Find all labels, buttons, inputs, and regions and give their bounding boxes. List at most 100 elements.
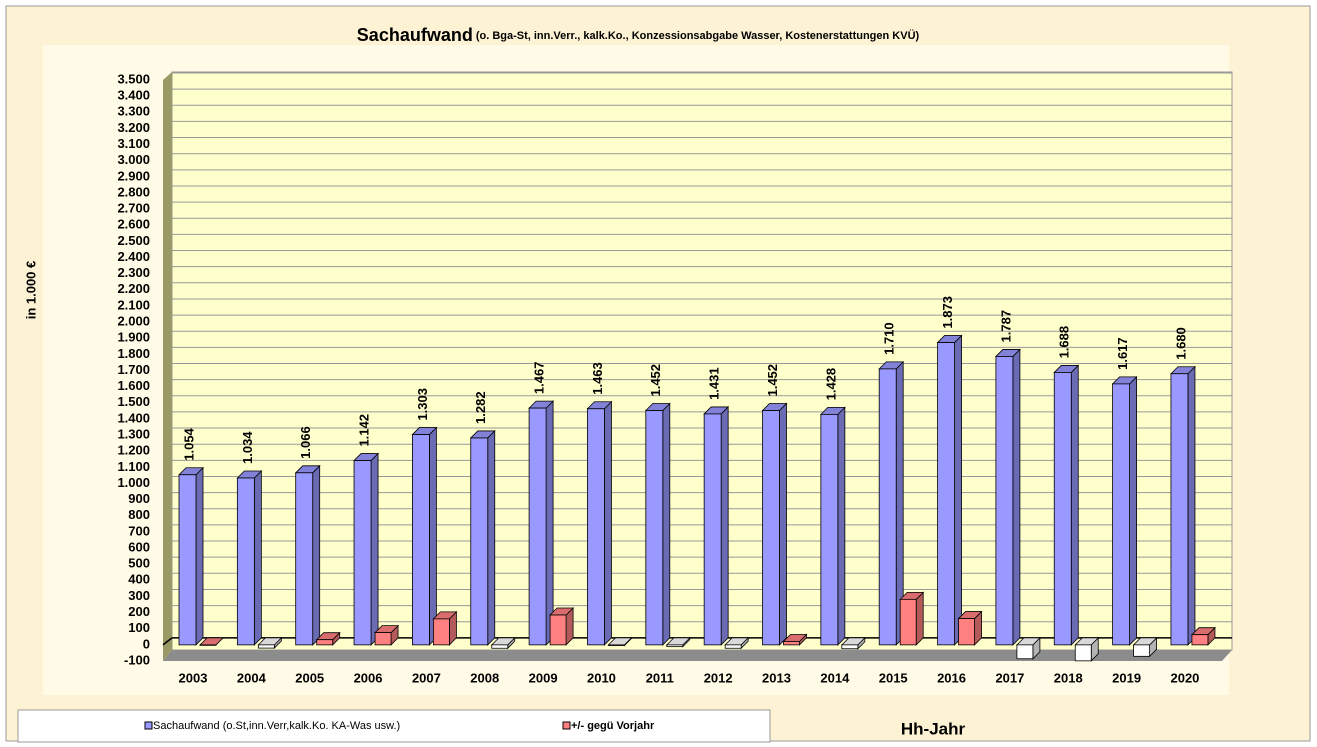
y-tick-label: 500 bbox=[128, 556, 150, 571]
bar-side bbox=[837, 406, 846, 646]
bar bbox=[1112, 383, 1130, 646]
y-tick-label: 2.800 bbox=[117, 184, 150, 199]
y-tick-label: 2.900 bbox=[117, 168, 150, 183]
bar bbox=[1133, 644, 1150, 657]
bar-side bbox=[1187, 365, 1196, 646]
value-label: 1.688 bbox=[1057, 326, 1072, 359]
bar bbox=[295, 472, 314, 646]
bar bbox=[937, 342, 955, 646]
legend bbox=[17, 709, 771, 743]
value-label: 1.680 bbox=[1173, 327, 1188, 360]
value-label: 1.873 bbox=[940, 296, 955, 329]
y-tick-label: 3.500 bbox=[117, 71, 150, 86]
bar-side bbox=[487, 429, 496, 646]
bar bbox=[841, 644, 859, 650]
value-label: 1.463 bbox=[590, 362, 605, 395]
y-tick-label: 200 bbox=[128, 604, 150, 619]
x-tick-label: 2016 bbox=[937, 670, 966, 685]
y-tick-label: 1.100 bbox=[117, 459, 150, 474]
y-axis-label: in 1.000 € bbox=[23, 261, 38, 320]
y-tick-label: 2.000 bbox=[117, 314, 150, 329]
y-tick-label: 1.300 bbox=[117, 426, 150, 441]
y-tick-label: 1.900 bbox=[117, 330, 150, 345]
value-label: 1.617 bbox=[1115, 337, 1130, 370]
x-tick-label: 2020 bbox=[1170, 670, 1199, 685]
y-tick-label: 700 bbox=[128, 523, 150, 538]
chart-title: Sachaufwand (o. Bga-St, inn.Verr., kalk.K… bbox=[357, 25, 920, 45]
x-tick-label: 2011 bbox=[646, 670, 674, 685]
bar bbox=[549, 614, 567, 646]
x-axis-label: Hh-Jahr bbox=[901, 719, 966, 738]
bar bbox=[958, 618, 975, 646]
bar-side bbox=[545, 400, 554, 646]
y-tick-label: 3.200 bbox=[117, 120, 150, 135]
value-label: 1.066 bbox=[298, 426, 313, 459]
bar-side bbox=[1012, 348, 1021, 646]
value-label: 1.034 bbox=[240, 431, 255, 464]
bar bbox=[724, 644, 742, 649]
bar-side bbox=[662, 402, 671, 646]
y-tick-label: 2.600 bbox=[117, 217, 150, 232]
y-tick-label: 2.100 bbox=[117, 297, 150, 312]
y-tick-label: 2.700 bbox=[117, 201, 150, 216]
bar-side bbox=[428, 426, 437, 646]
x-tick-label: 2007 bbox=[412, 670, 441, 685]
bar bbox=[608, 644, 625, 646]
zero-line-front bbox=[162, 637, 173, 646]
y-tick-label: 900 bbox=[128, 491, 150, 506]
value-label: 1.431 bbox=[707, 367, 722, 400]
x-tick-label: 2014 bbox=[820, 670, 850, 685]
bar bbox=[1170, 373, 1189, 646]
x-tick-label: 2010 bbox=[587, 670, 616, 685]
floor bbox=[163, 650, 1232, 661]
value-label: 1.303 bbox=[415, 388, 430, 421]
x-tick-label: 2015 bbox=[879, 670, 908, 685]
bar-side bbox=[954, 334, 962, 646]
y-tick-label: 800 bbox=[128, 507, 150, 522]
bar bbox=[236, 477, 255, 646]
bar bbox=[491, 644, 509, 649]
x-tick-label: 2017 bbox=[995, 670, 1024, 685]
y-tick-label: 3.000 bbox=[117, 152, 150, 167]
bar bbox=[762, 410, 780, 646]
bar bbox=[995, 356, 1014, 646]
x-tick-label: 2008 bbox=[470, 670, 499, 685]
value-label: 1.452 bbox=[765, 364, 780, 397]
bar bbox=[587, 408, 605, 646]
legend-label: Sachaufwand (o.St,inn.Verr,kalk.Ko. KA-W… bbox=[153, 720, 400, 732]
bar bbox=[316, 639, 334, 646]
y-tick-label: 3.400 bbox=[117, 88, 150, 103]
y-tick-label: 600 bbox=[128, 539, 150, 554]
y-tick-label: -100 bbox=[124, 652, 150, 667]
x-tick-label: 2005 bbox=[295, 670, 324, 685]
bar-side bbox=[195, 466, 204, 646]
value-label: 1.054 bbox=[181, 427, 196, 460]
bar bbox=[1191, 634, 1209, 646]
x-tick-label: 2009 bbox=[529, 670, 558, 685]
value-label: 1.428 bbox=[823, 368, 838, 401]
y-tick-label: 2.400 bbox=[117, 249, 150, 264]
value-label: 1.787 bbox=[998, 310, 1013, 343]
y-tick-label: 1.600 bbox=[117, 378, 150, 393]
bar bbox=[666, 644, 684, 648]
y-tick-label: 1.000 bbox=[117, 475, 150, 490]
y-tick-label: 3.300 bbox=[117, 104, 150, 119]
bar bbox=[432, 618, 450, 646]
y-tick-label: 1.400 bbox=[117, 410, 150, 425]
y-tick-label: 2.500 bbox=[117, 233, 150, 248]
bar bbox=[1074, 644, 1092, 662]
bar bbox=[1053, 372, 1072, 646]
side-wall bbox=[163, 72, 172, 661]
y-tick-label: 1.800 bbox=[117, 346, 150, 361]
bar bbox=[257, 644, 275, 649]
legend-swatch bbox=[562, 721, 571, 730]
legend-swatch bbox=[144, 721, 153, 730]
bar bbox=[199, 644, 217, 646]
bar-side bbox=[1070, 364, 1079, 646]
y-tick-label: 1.500 bbox=[117, 394, 150, 409]
x-tick-label: 2006 bbox=[354, 670, 383, 685]
y-tick-label: 2.300 bbox=[117, 265, 150, 280]
bar bbox=[820, 413, 839, 646]
y-tick-label: 3.100 bbox=[117, 136, 150, 151]
